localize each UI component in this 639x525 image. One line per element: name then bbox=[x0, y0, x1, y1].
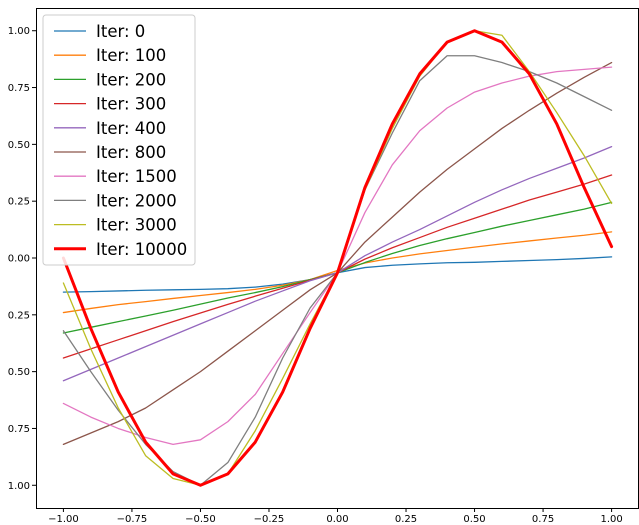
x-tick-label: 0.25 bbox=[395, 514, 417, 525]
legend-label-7: Iter: 2000 bbox=[96, 191, 177, 210]
legend-label-6: Iter: 1500 bbox=[96, 167, 177, 186]
x-tick-label: −0.25 bbox=[254, 514, 285, 525]
legend-label-5: Iter: 800 bbox=[96, 143, 166, 162]
y-tick-label: 0.50 bbox=[8, 140, 30, 151]
x-tick-label: 0.75 bbox=[532, 514, 554, 525]
x-tick-label: −1.00 bbox=[48, 514, 79, 525]
y-tick-label: 0.50 bbox=[8, 367, 30, 378]
x-tick-label: 0.50 bbox=[463, 514, 485, 525]
legend-label-1: Iter: 100 bbox=[96, 46, 166, 65]
series-line-9 bbox=[61, 29, 614, 487]
x-tick-label: 1.00 bbox=[600, 514, 622, 525]
legend-label-9: Iter: 10000 bbox=[96, 240, 187, 259]
y-tick-label: 1.00 bbox=[8, 26, 30, 37]
x-axis: −1.00 −0.75 −0.50 −0.25 0.00 0.25 0.50 0.75 1.00 bbox=[48, 508, 623, 525]
legend-box bbox=[42, 14, 196, 266]
plot-lines bbox=[61, 29, 614, 487]
y-tick-label: 0.75 bbox=[8, 83, 30, 94]
y-tick-label: 0.25 bbox=[8, 197, 30, 208]
x-tick-label: 0.00 bbox=[326, 514, 348, 525]
y-axis: 1.00 0.75 0.50 0.25 0.00 0.25 0.50 0.75 1.00 bbox=[8, 26, 36, 492]
x-tick-label: −0.50 bbox=[185, 514, 216, 525]
legend-label-4: Iter: 400 bbox=[96, 119, 166, 138]
legend-label-8: Iter: 3000 bbox=[96, 216, 177, 235]
legend-label-3: Iter: 300 bbox=[96, 95, 166, 114]
y-tick-label: 0.75 bbox=[8, 424, 30, 435]
legend-label-0: Iter: 0 bbox=[96, 22, 145, 41]
y-tick-label: 0.00 bbox=[8, 254, 30, 265]
legend: Iter: 0 Iter: 100 Iter: 200 Iter: 300 Iter: … bbox=[42, 14, 196, 266]
y-tick-label: 0.25 bbox=[8, 310, 30, 321]
y-tick-label: 1.00 bbox=[8, 481, 30, 492]
legend-label-2: Iter: 200 bbox=[96, 70, 166, 89]
x-tick-label: −0.75 bbox=[117, 514, 148, 525]
